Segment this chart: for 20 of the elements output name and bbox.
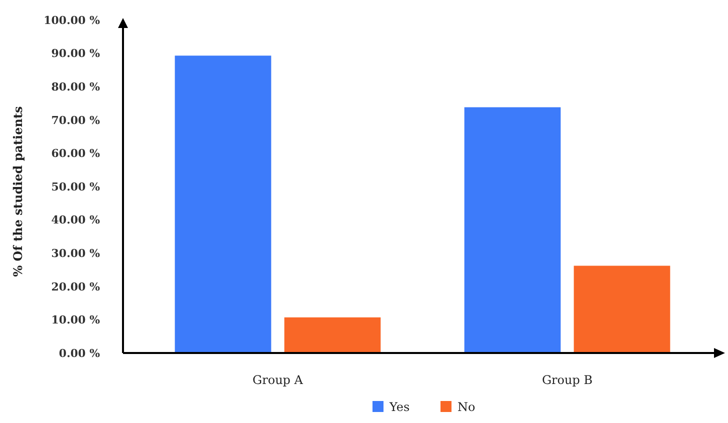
y-tick-label: 100.00 %	[44, 14, 101, 27]
y-tick-label: 90.00 %	[51, 47, 101, 60]
y-tick-label: 50.00 %	[51, 180, 101, 194]
bar	[464, 107, 561, 353]
y-axis-title: % Of the studied patients	[11, 106, 25, 277]
x-tick-label: Group B	[542, 373, 593, 387]
y-tick-label: 30.00 %	[51, 246, 101, 260]
y-tick-label: 10.00 %	[51, 314, 101, 327]
x-tick-label: Group A	[252, 373, 304, 387]
bar	[574, 266, 670, 353]
legend-label: No	[458, 400, 476, 414]
y-tick-label: 40.00 %	[51, 214, 101, 227]
bar	[284, 317, 381, 353]
legend-label: Yes	[388, 400, 410, 414]
y-tick-label: 20.00 %	[51, 280, 101, 294]
y-tick-label: 70.00 %	[51, 114, 101, 127]
y-tick-label: 0.00 %	[58, 346, 101, 360]
y-tick-label: 80.00 %	[51, 80, 101, 94]
y-tick-label: 60.00 %	[51, 147, 101, 160]
bar	[174, 56, 272, 353]
